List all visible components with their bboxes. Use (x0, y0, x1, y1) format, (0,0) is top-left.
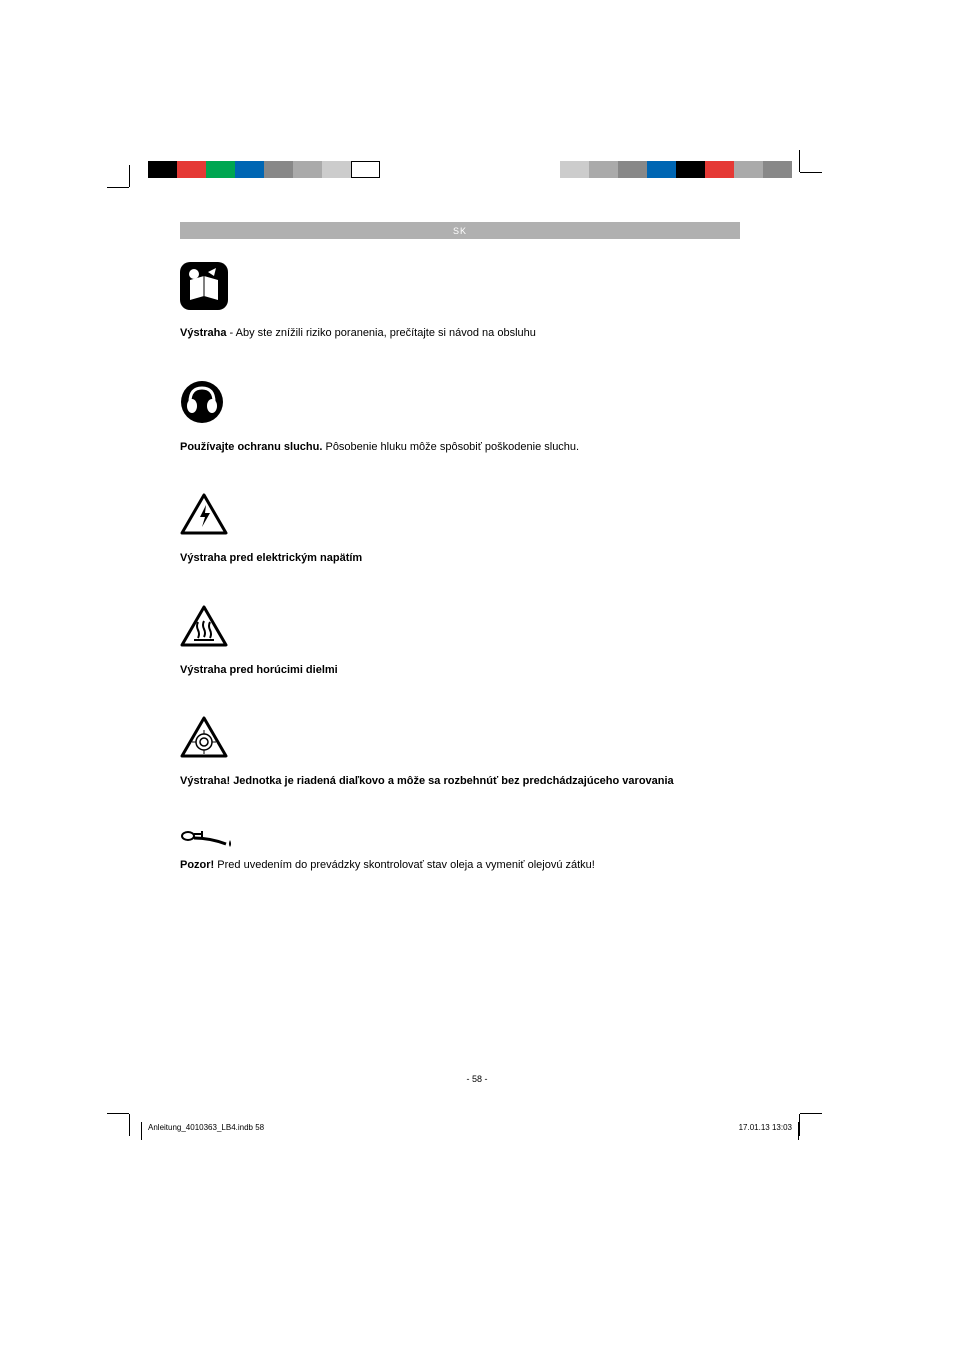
hot-surface-icon (180, 605, 740, 652)
warning-bold: Výstraha (180, 327, 226, 339)
crop-mark (800, 1113, 822, 1114)
warning-bold: Výstraha pred horúcimi dielmi (180, 664, 338, 676)
crop-mark (107, 1113, 129, 1114)
footer-divider (798, 1122, 799, 1140)
warning-body: Pred uvedením do prevádzky skontrolovať … (214, 859, 595, 871)
warning-text: Pozor! Pred uvedením do prevádzky skontr… (180, 857, 740, 874)
language-code: SK (453, 226, 467, 236)
warning-section: Výstraha - Aby ste znížili riziko porane… (180, 262, 740, 342)
warning-section: Používajte ochranu sluchu. Pôsobenie hlu… (180, 380, 740, 456)
footer-divider (141, 1122, 142, 1140)
content-area: Výstraha - Aby ste znížili riziko porane… (180, 262, 740, 873)
header-bar: SK (180, 222, 740, 239)
crop-mark (129, 1114, 130, 1136)
crop-mark (799, 1114, 800, 1136)
footer-file-info: Anleitung_4010363_LB4.indb 58 (148, 1123, 264, 1132)
warning-text: Výstraha - Aby ste znížili riziko porane… (180, 325, 740, 342)
warning-bold: Výstraha! Jednotka je riadená diaľkovo a… (180, 775, 674, 787)
warning-bold: Pozor! (180, 859, 214, 871)
page-number: - 58 - (0, 1074, 954, 1084)
warning-text: Výstraha pred horúcimi dielmi (180, 662, 740, 679)
warning-section: Výstraha pred horúcimi dielmi (180, 605, 740, 679)
warning-bold: Používajte ochranu sluchu. (180, 441, 322, 453)
warning-section: Výstraha pred elektrickým napätím (180, 493, 740, 567)
oil-check-icon (180, 828, 740, 853)
hearing-protection-icon (180, 380, 740, 429)
registration-marks-right (560, 161, 792, 178)
warning-body: Pôsobenie hluku môže spôsobiť poškodenie… (322, 441, 579, 453)
electrical-hazard-icon (180, 493, 740, 540)
warning-bold: Výstraha pred elektrickým napätím (180, 552, 362, 564)
warning-section: Výstraha! Jednotka je riadená diaľkovo a… (180, 716, 740, 790)
crop-mark (107, 187, 129, 188)
warning-body: - Aby ste znížili riziko poranenia, preč… (226, 327, 535, 339)
remote-start-icon (180, 716, 740, 763)
warning-text: Výstraha! Jednotka je riadená diaľkovo a… (180, 773, 740, 790)
footer-datetime: 17.01.13 13:03 (739, 1123, 792, 1132)
warning-text: Používajte ochranu sluchu. Pôsobenie hlu… (180, 439, 740, 456)
read-manual-icon (180, 262, 740, 315)
crop-mark (799, 150, 800, 172)
crop-mark (129, 165, 130, 187)
warning-text: Výstraha pred elektrickým napätím (180, 550, 740, 567)
registration-marks-left (148, 161, 380, 178)
warning-section: Pozor! Pred uvedením do prevádzky skontr… (180, 828, 740, 874)
crop-mark (800, 172, 822, 173)
